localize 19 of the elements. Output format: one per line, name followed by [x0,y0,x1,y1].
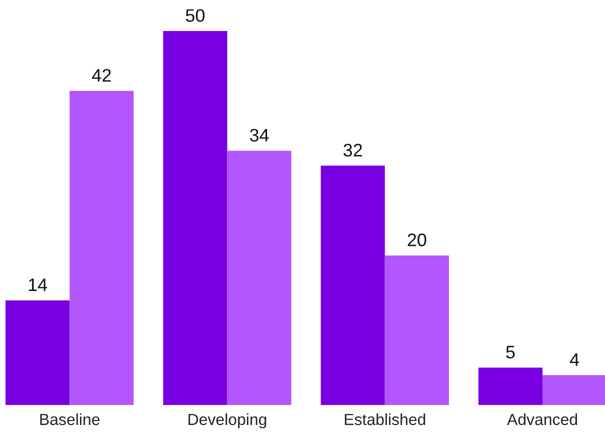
data-label: 5 [506,346,515,359]
data-label: 34 [250,128,269,142]
data-label: 42 [92,68,111,82]
data-label: 50 [186,9,205,22]
data-label: 32 [343,144,362,157]
bar [6,300,70,406]
data-label: 20 [408,234,426,246]
bar [227,150,292,406]
bar [70,90,134,406]
data-label: 4 [570,353,580,366]
x-tick-label: Established [344,413,426,426]
bar [320,166,385,406]
x-tick-label: Advanced [507,413,577,426]
bar [163,31,228,406]
data-label: 14 [28,278,48,292]
x-tick-label: Developing [188,413,266,428]
bar [478,368,542,406]
bar [384,255,449,406]
x-tick-label: Baseline [40,413,100,426]
